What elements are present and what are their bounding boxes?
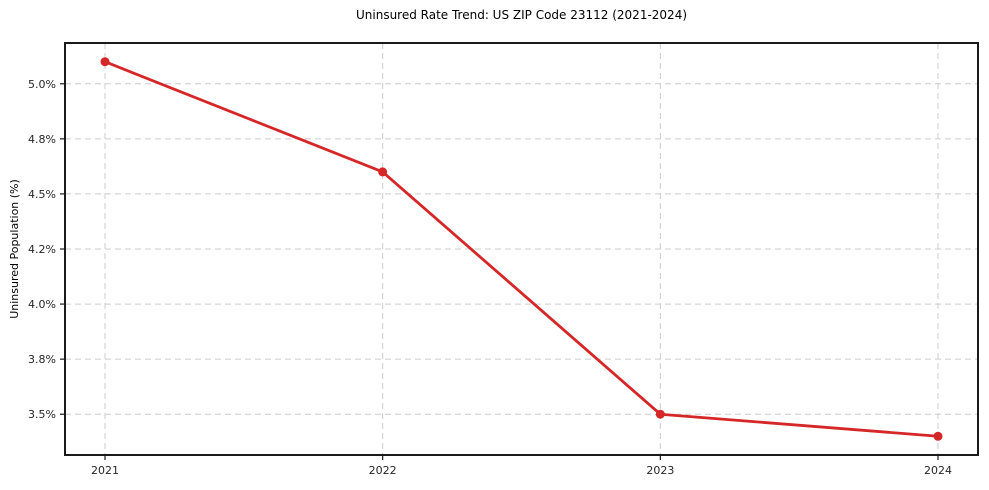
y-tick-label: 5.0% [28, 78, 56, 91]
x-tick-label: 2023 [646, 464, 674, 477]
chart-title: Uninsured Rate Trend: US ZIP Code 23112 … [355, 8, 688, 22]
data-point [378, 167, 388, 177]
y-tick-label: 4.2% [28, 243, 56, 256]
trend-line [103, 60, 940, 438]
data-point [655, 409, 665, 419]
data-point [100, 57, 110, 67]
x-tick-label: 2021 [91, 464, 119, 477]
y-tick-label: 4.8% [28, 133, 56, 146]
y-tick-label: 3.5% [28, 408, 56, 421]
y-tick-label: 4.0% [28, 298, 56, 311]
y-tick-label: 3.8% [28, 353, 56, 366]
plot-frame [64, 42, 979, 456]
data-point [933, 431, 943, 441]
x-tick-label: 2024 [924, 464, 952, 477]
x-tick-label: 2022 [369, 464, 397, 477]
y-axis-label-text: Uninsured Population (%) [8, 179, 21, 319]
y-tick-label: 4.5% [28, 188, 56, 201]
